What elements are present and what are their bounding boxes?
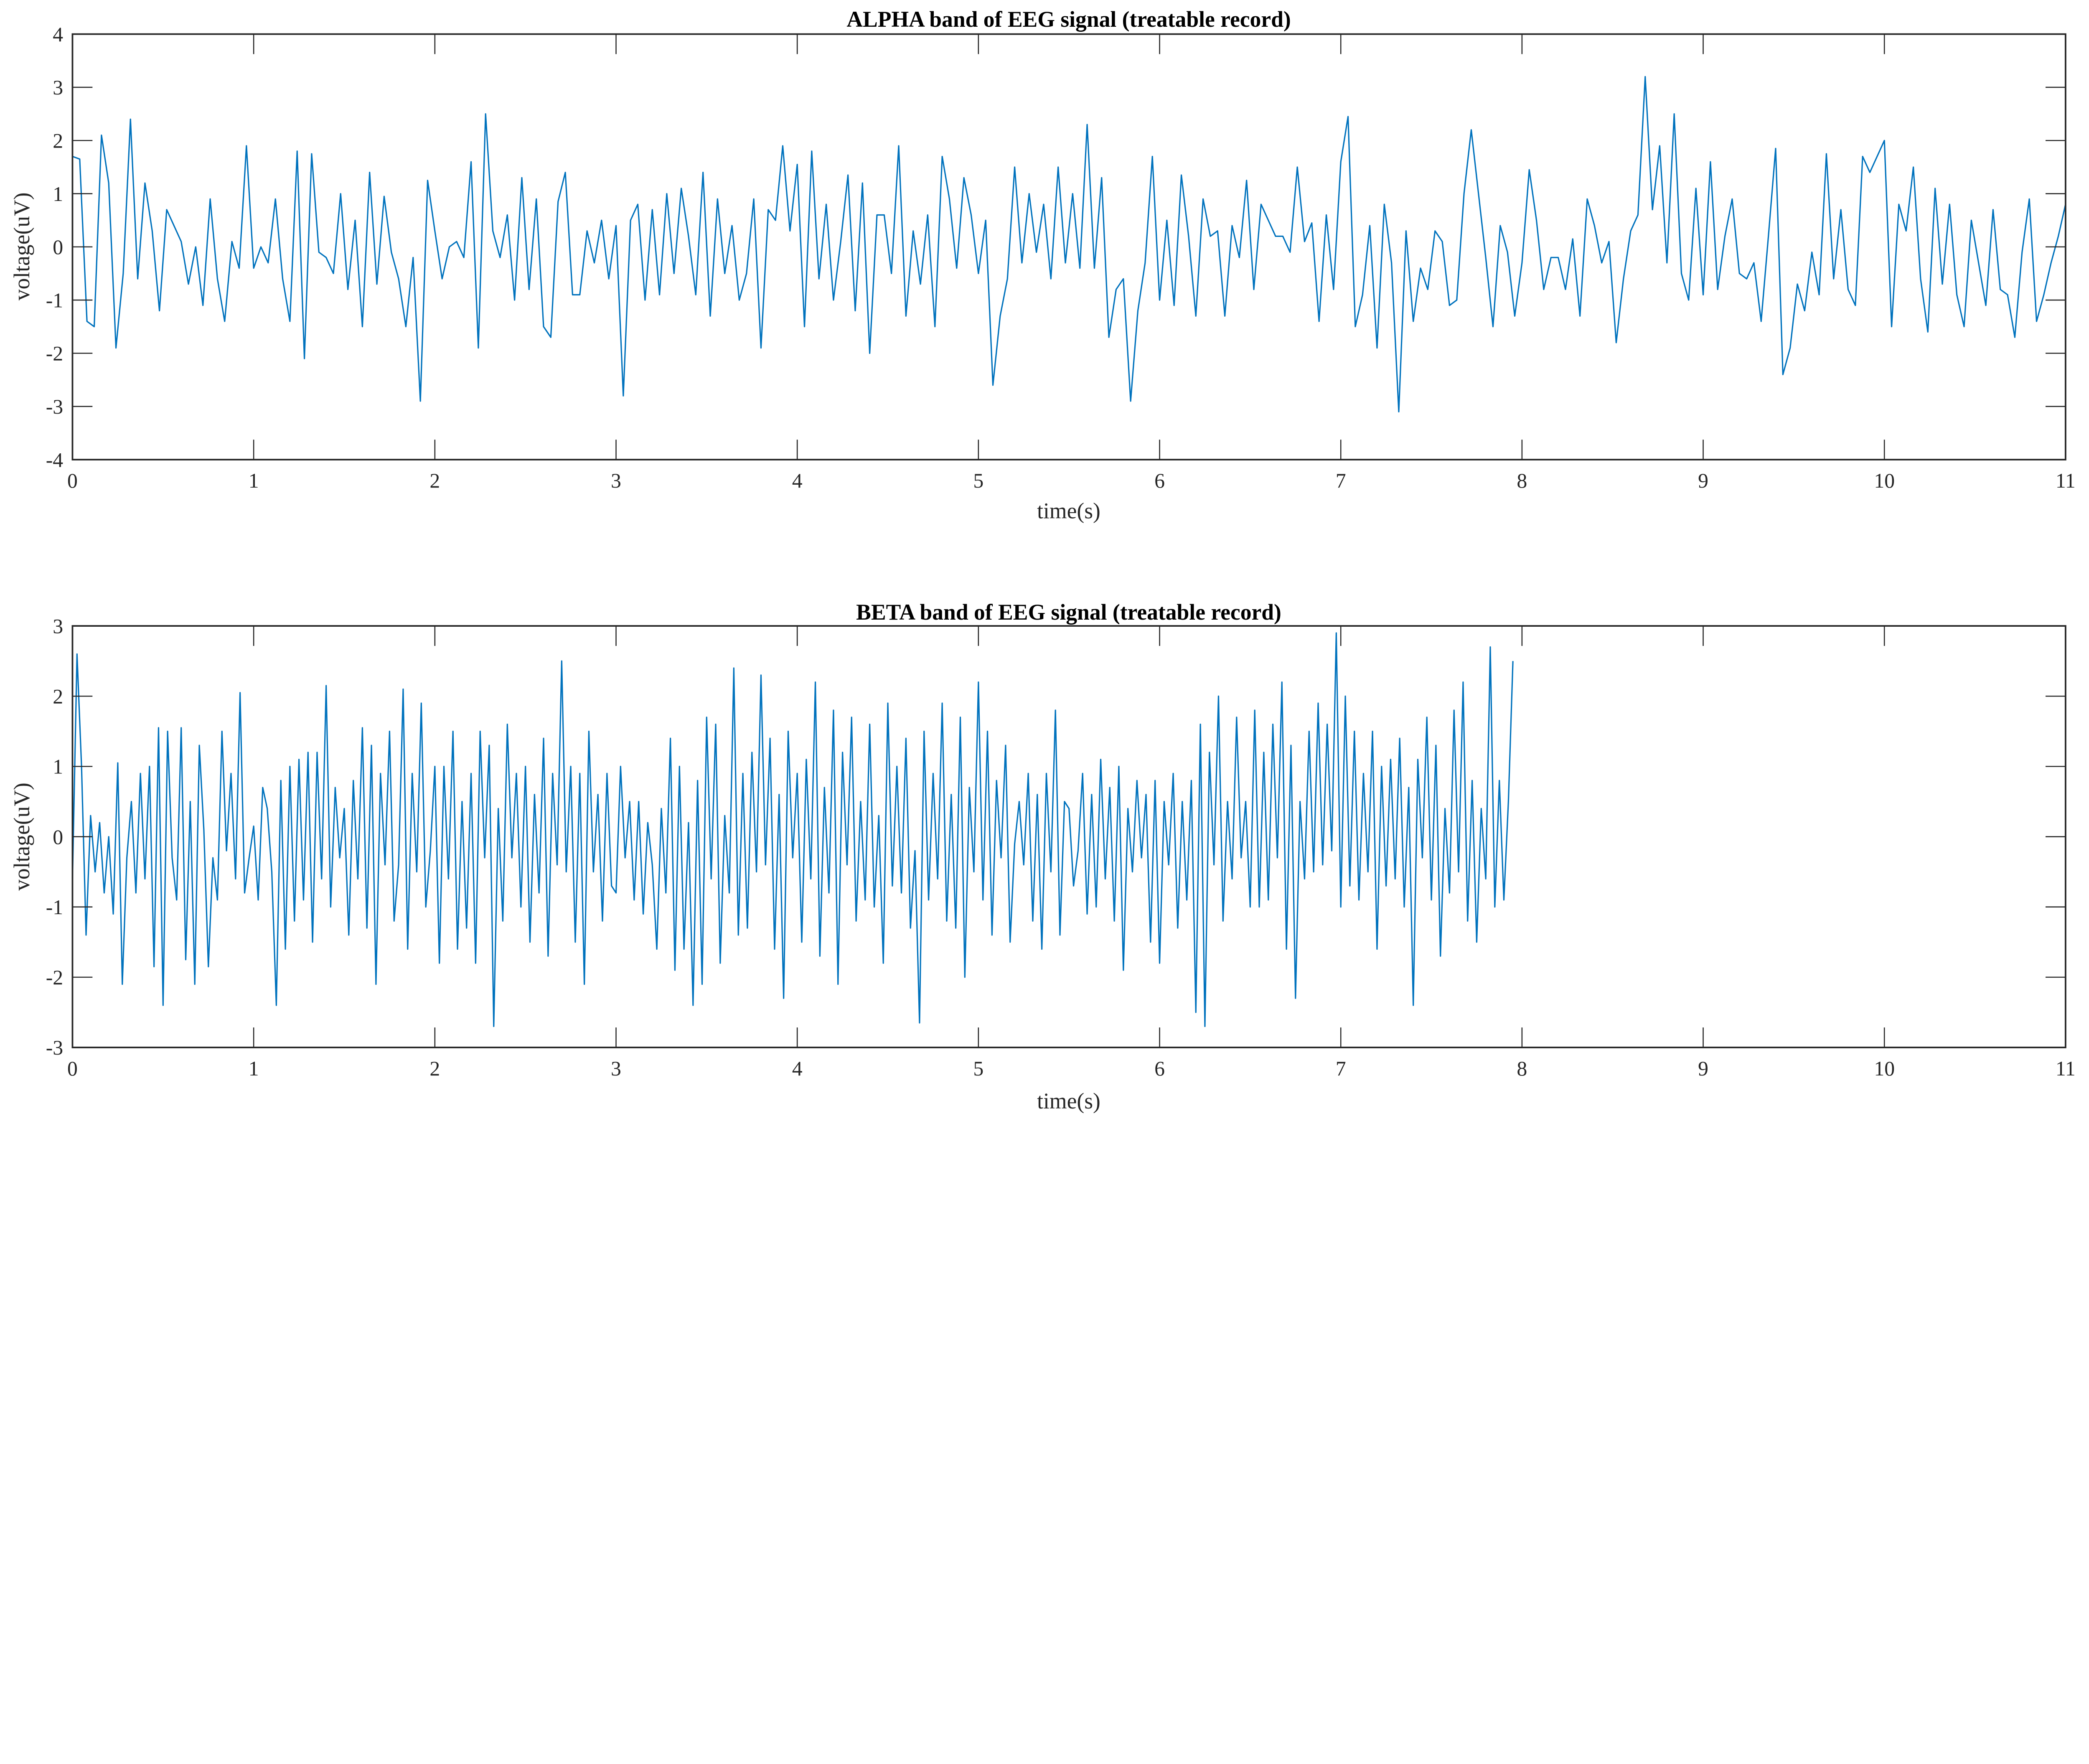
x-tick-label: 0 bbox=[67, 469, 78, 492]
y-tick-label: 4 bbox=[53, 23, 63, 46]
beta-chart-title: BETA band of EEG signal (treatable recor… bbox=[856, 600, 1281, 625]
beta-y-axis-label: voltage(uV) bbox=[9, 783, 34, 891]
x-tick-label: 6 bbox=[1154, 1057, 1165, 1080]
alpha-x-axis-label: time(s) bbox=[1037, 498, 1100, 523]
alpha-chart-title: ALPHA band of EEG signal (treatable reco… bbox=[846, 7, 1291, 32]
x-tick-label: 9 bbox=[1698, 469, 1708, 492]
y-tick-label: -1 bbox=[46, 289, 63, 312]
x-tick-label: 0 bbox=[67, 1057, 78, 1080]
x-tick-label: 6 bbox=[1154, 469, 1165, 492]
y-tick-label: 3 bbox=[53, 615, 63, 638]
y-tick-label: 0 bbox=[53, 236, 63, 259]
y-tick-label: 0 bbox=[53, 826, 63, 849]
x-tick-label: 4 bbox=[792, 1057, 803, 1080]
x-tick-label: 4 bbox=[792, 469, 803, 492]
y-tick-label: -3 bbox=[46, 395, 63, 418]
y-tick-label: 1 bbox=[53, 755, 63, 778]
y-tick-label: -2 bbox=[46, 342, 63, 365]
x-tick-label: 10 bbox=[1874, 1057, 1895, 1080]
x-tick-label: 3 bbox=[611, 469, 621, 492]
x-tick-label: 7 bbox=[1336, 469, 1346, 492]
y-tick-label: -3 bbox=[46, 1036, 63, 1059]
y-tick-label: 2 bbox=[53, 685, 63, 708]
x-tick-label: 3 bbox=[611, 1057, 621, 1080]
x-tick-label: 2 bbox=[429, 1057, 440, 1080]
y-tick-label: 1 bbox=[53, 183, 63, 206]
x-tick-label: 8 bbox=[1517, 469, 1527, 492]
beta-subplot: BETA band of EEG signal (treatable recor… bbox=[9, 600, 2076, 1113]
x-tick-label: 5 bbox=[973, 469, 984, 492]
x-tick-label: 11 bbox=[2056, 1057, 2076, 1080]
x-tick-label: 8 bbox=[1517, 1057, 1527, 1080]
eeg-figure: ALPHA band of EEG signal (treatable reco… bbox=[0, 0, 2089, 1125]
alpha-y-axis-label: voltage(uV) bbox=[9, 193, 34, 301]
y-tick-label: 3 bbox=[53, 76, 63, 99]
y-tick-label: -2 bbox=[46, 966, 63, 989]
y-tick-label: 2 bbox=[53, 129, 63, 152]
x-tick-label: 9 bbox=[1698, 1057, 1708, 1080]
y-tick-label: -4 bbox=[46, 448, 64, 471]
x-tick-label: 7 bbox=[1336, 1057, 1346, 1080]
figure-background bbox=[0, 0, 2089, 1125]
x-tick-label: 10 bbox=[1874, 469, 1895, 492]
y-tick-label: -1 bbox=[46, 896, 63, 919]
series-line bbox=[71, 632, 1514, 1027]
x-tick-label: 1 bbox=[249, 469, 259, 492]
x-tick-label: 11 bbox=[2056, 469, 2076, 492]
alpha-subplot: ALPHA band of EEG signal (treatable reco… bbox=[9, 7, 2076, 524]
x-tick-label: 1 bbox=[249, 1057, 259, 1080]
x-tick-label: 5 bbox=[973, 1057, 984, 1080]
beta-x-axis-label: time(s) bbox=[1037, 1088, 1100, 1113]
x-tick-label: 2 bbox=[429, 469, 440, 492]
series-line bbox=[72, 76, 2066, 413]
